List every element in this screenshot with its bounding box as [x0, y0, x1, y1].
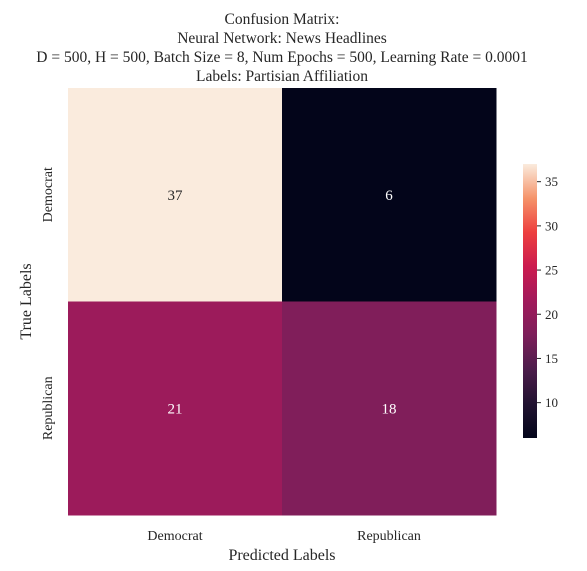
- colorbar-tick-label: 35: [545, 174, 558, 189]
- colorbar-tick-label: 15: [545, 351, 558, 366]
- heatmap-cells: 37 6 21 18: [68, 88, 497, 516]
- cell-value-label: 21: [168, 401, 183, 417]
- heatmap-cell: [68, 301, 283, 516]
- x-tick-labels: Democrat Republican: [147, 529, 420, 544]
- cell-value-label: 6: [385, 188, 393, 204]
- chart-title-line: D = 500, H = 500, Batch Size = 8, Num Ep…: [36, 49, 527, 66]
- colorbar-gradient: [523, 164, 537, 438]
- colorbar: 10 15 20 25 30 35: [523, 164, 558, 438]
- y-tick-label: Democrat: [41, 167, 56, 222]
- y-tick-labels: Democrat Republican: [41, 167, 56, 440]
- heatmap-cell: [282, 88, 497, 302]
- chart-title-line: Labels: Partisian Affiliation: [196, 68, 368, 85]
- chart-title-line: Confusion Matrix:: [225, 11, 340, 28]
- heatmap-cell: [68, 88, 283, 302]
- chart-title-line: Neural Network: News Headlines: [177, 30, 387, 47]
- x-tick-label: Republican: [357, 529, 421, 544]
- cell-value-label: 18: [382, 401, 397, 417]
- cell-value-label: 37: [168, 188, 184, 204]
- x-axis-label: Predicted Labels: [228, 547, 335, 564]
- y-axis-label: True Labels: [18, 263, 35, 339]
- colorbar-tick-label: 10: [545, 395, 558, 410]
- colorbar-tick-label: 25: [545, 263, 558, 278]
- colorbar-tick-label: 30: [545, 218, 558, 233]
- heatmap-cell: [282, 301, 497, 516]
- chart-title: Confusion Matrix: Neural Network: News He…: [36, 11, 527, 85]
- y-tick-label: Republican: [41, 376, 56, 440]
- colorbar-tick-label: 20: [545, 307, 558, 322]
- x-tick-label: Democrat: [147, 529, 202, 544]
